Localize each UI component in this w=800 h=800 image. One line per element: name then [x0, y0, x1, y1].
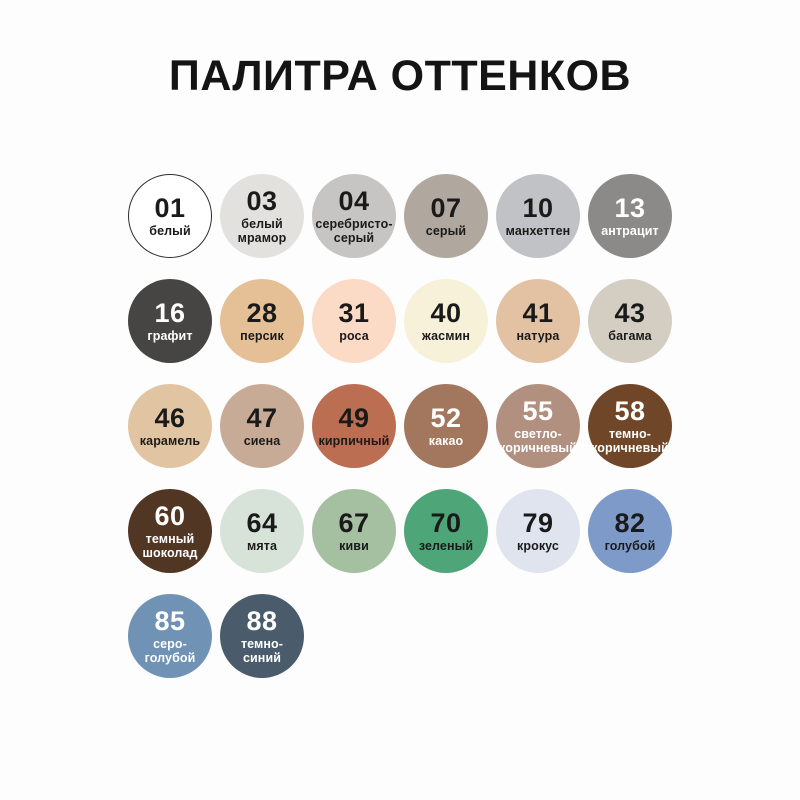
swatch-70-зеленый: 70 зеленый	[404, 489, 488, 573]
swatch-label: темно- коричневый	[591, 426, 669, 455]
swatch-10-манхеттен: 10 манхеттен	[496, 174, 580, 258]
swatch-number: 47	[246, 402, 278, 433]
swatch-49-кирпичный: 49 кирпичный	[312, 384, 396, 468]
swatch-13-антрацит: 13 антрацит	[588, 174, 672, 258]
swatch-label: серебристо- серый	[315, 216, 393, 245]
swatch-label: темный шоколад	[142, 531, 198, 560]
swatch-number: 46	[154, 402, 186, 433]
swatch-number: 04	[338, 185, 370, 216]
swatch-label: темно- синий	[240, 636, 284, 665]
swatch-label: кирпичный	[318, 433, 390, 448]
swatch-label: серо- голубой	[144, 636, 196, 665]
swatch-43-багама: 43 багама	[588, 279, 672, 363]
swatch-85-серо-голубой: 85 серо- голубой	[128, 594, 212, 678]
swatch-number: 13	[614, 192, 646, 223]
swatch-88-темно-синий: 88 темно- синий	[220, 594, 304, 678]
swatch-40-жасмин: 40 жасмин	[404, 279, 488, 363]
swatch-number: 49	[338, 402, 370, 433]
swatch-number: 58	[614, 395, 646, 426]
swatch-label: натура	[516, 328, 560, 343]
swatch-number: 70	[430, 507, 462, 538]
swatch-58-темно-коричневый: 58 темно- коричневый	[588, 384, 672, 468]
page-title: ПАЛИТРА ОТТЕНКОВ	[168, 52, 632, 100]
swatch-label: какао	[428, 433, 464, 448]
swatch-label: киви	[339, 538, 369, 553]
swatch-03-белый мрамор: 03 белый мрамор	[220, 174, 304, 258]
swatch-label: крокус	[517, 538, 559, 553]
swatch-label: светло- коричневый	[499, 426, 577, 455]
swatch-number: 60	[154, 500, 186, 531]
swatch-label: антрацит	[601, 223, 659, 238]
swatch-number: 64	[246, 507, 278, 538]
swatch-number: 41	[522, 297, 554, 328]
swatch-label: мята	[246, 538, 277, 553]
swatch-64-мята: 64 мята	[220, 489, 304, 573]
swatch-number: 52	[430, 402, 462, 433]
swatch-46-карамель: 46 карамель	[128, 384, 212, 468]
swatch-number: 28	[246, 297, 278, 328]
swatch-number: 31	[338, 297, 370, 328]
swatch-16-графит: 16 графит	[128, 279, 212, 363]
swatch-52-какао: 52 какао	[404, 384, 488, 468]
swatch-number: 01	[154, 192, 186, 223]
swatch-67-киви: 67 киви	[312, 489, 396, 573]
swatch-label: зеленый	[418, 538, 474, 553]
swatch-number: 67	[338, 507, 370, 538]
swatch-label: карамель	[139, 433, 201, 448]
swatch-label: графит	[147, 328, 193, 343]
swatch-number: 82	[614, 507, 646, 538]
swatch-label: роса	[339, 328, 369, 343]
swatch-number: 16	[154, 297, 186, 328]
swatch-28-персик: 28 персик	[220, 279, 304, 363]
swatch-number: 07	[430, 192, 462, 223]
swatch-label: белый	[149, 223, 191, 238]
swatch-60-темный шоколад: 60 темный шоколад	[128, 489, 212, 573]
swatch-label: персик	[240, 328, 284, 343]
swatch-04-серебристо-серый: 04 серебристо- серый	[312, 174, 396, 258]
swatch-number: 43	[614, 297, 646, 328]
swatch-number: 03	[246, 185, 278, 216]
swatch-label: голубой	[604, 538, 656, 553]
swatch-label: манхеттен	[505, 223, 571, 238]
swatch-number: 85	[154, 605, 186, 636]
swatch-label: сиена	[243, 433, 281, 448]
swatch-41-натура: 41 натура	[496, 279, 580, 363]
swatch-number: 55	[522, 395, 554, 426]
swatch-label: багама	[608, 328, 652, 343]
swatch-number: 40	[430, 297, 462, 328]
swatch-07-серый: 07 серый	[404, 174, 488, 258]
swatch-label: жасмин	[422, 328, 470, 343]
swatch-number: 10	[522, 192, 554, 223]
swatch-31-роса: 31 роса	[312, 279, 396, 363]
swatch-label: белый мрамор	[237, 216, 287, 245]
swatch-82-голубой: 82 голубой	[588, 489, 672, 573]
swatch-55-светло-коричневый: 55 светло- коричневый	[496, 384, 580, 468]
swatch-47-сиена: 47 сиена	[220, 384, 304, 468]
swatch-79-крокус: 79 крокус	[496, 489, 580, 573]
swatch-number: 79	[522, 507, 554, 538]
palette-grid: 01 белый 03 белый мрамор 04 серебристо- серый…	[128, 174, 672, 678]
swatch-01-белый: 01 белый	[128, 174, 212, 258]
swatch-label: серый	[425, 223, 467, 238]
swatch-number: 88	[246, 605, 278, 636]
